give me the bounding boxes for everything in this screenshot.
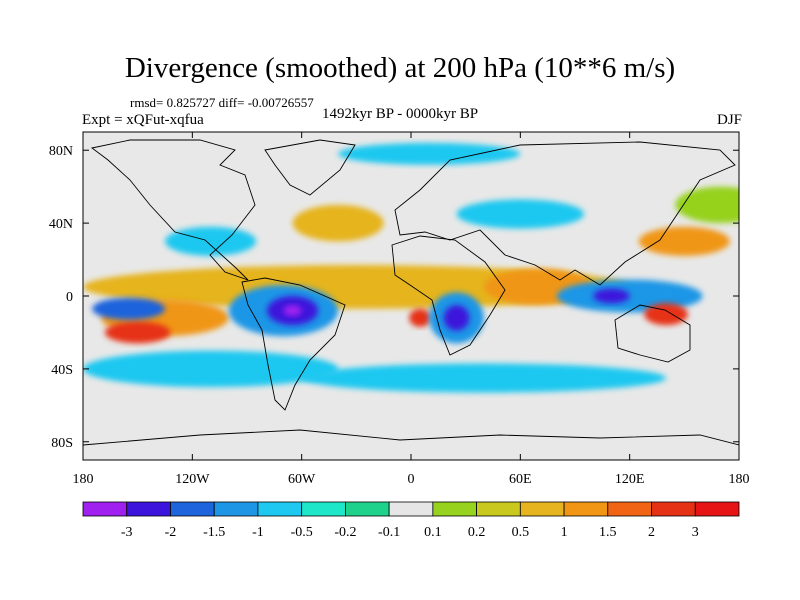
field-west-pacific-red — [644, 303, 688, 326]
field-asia-cyan — [456, 199, 585, 229]
y-tick-label: 0 — [66, 290, 73, 305]
colorbar-label: 1 — [561, 525, 568, 540]
field-north-pacific-orange — [638, 226, 730, 256]
colorbar-label: 2 — [648, 525, 655, 540]
field-tropical-band-positive — [83, 265, 630, 309]
colorbar: -3 -2 -1.5 -1 -0.5 -0.2 -0.1 0.1 0.2 0.5 1 1.5 2 3 — [82, 501, 740, 540]
axis-ticks — [82, 132, 740, 460]
coastline-australia — [614, 304, 691, 363]
colorbar-swatch — [519, 501, 565, 517]
y-tick-label: 40S — [51, 363, 73, 378]
coastline-north-america — [90, 139, 256, 281]
field-east-pacific-core — [92, 297, 165, 320]
colorbar-label: -1.5 — [203, 525, 225, 540]
coastline-antarctica — [83, 429, 739, 446]
x-tick-label: 60E — [509, 472, 532, 487]
x-tick-label: 60W — [288, 472, 316, 487]
colorbar-swatch — [607, 501, 652, 517]
x-tick-label: 180 — [73, 472, 94, 487]
x-tick-label: 120W — [175, 472, 210, 487]
x-tick-label: 0 — [408, 472, 415, 487]
colorbar-label: 3 — [692, 525, 699, 540]
colorbar-label: -1 — [252, 525, 264, 540]
field-south-pacific-band — [83, 350, 339, 388]
field-africa-core — [443, 305, 470, 331]
colorbar-swatch — [563, 501, 609, 517]
colorbar-swatch — [344, 501, 390, 517]
coastline-africa — [391, 235, 506, 356]
field-north-pacific-green — [675, 186, 739, 224]
field-maritime-core — [593, 288, 630, 304]
colorbar-swatch — [388, 501, 434, 517]
colorbar-swatch — [301, 501, 346, 517]
colorbar-swatch — [82, 501, 128, 517]
coastlines — [83, 139, 739, 446]
field-sam-purple — [283, 305, 302, 317]
colorbar-label: 0.5 — [512, 525, 530, 540]
axis-tick-labels: 180 120W 60W 0 60E 120E 180 80N 40N 0 40S 80S — [49, 144, 750, 487]
stats-line: rmsd= 0.825727 diff= -0.00726557 — [130, 95, 314, 110]
colorbar-label: -0.2 — [334, 525, 356, 540]
colorbar-swatch — [432, 501, 478, 517]
colorbar-swatch — [257, 501, 303, 517]
colorbar-swatch — [694, 501, 740, 517]
y-tick-label: 80N — [49, 144, 73, 159]
season-label: DJF — [716, 112, 742, 128]
x-tick-label: 120E — [615, 472, 645, 487]
colorbar-swatch — [651, 501, 696, 517]
colorbar-swatch — [126, 501, 171, 517]
coastline-south-america — [241, 277, 346, 411]
colorbar-swatch — [170, 501, 215, 517]
field-arctic-cyan — [338, 142, 521, 165]
field-north-atlantic-orange — [292, 204, 384, 242]
field-atlantic-red — [409, 308, 432, 327]
field-pacific-red — [104, 321, 171, 344]
y-tick-label: 40N — [49, 217, 73, 232]
period-label: 1492kyr BP - 0000kyr BP — [322, 106, 479, 122]
colorbar-label: 1.5 — [599, 525, 617, 540]
colorbar-label: 0.1 — [424, 525, 442, 540]
coastline-eurasia — [394, 141, 736, 286]
colorbar-swatch — [213, 501, 259, 517]
coastline-greenland — [264, 139, 356, 196]
colorbar-label: -0.1 — [378, 525, 400, 540]
colorbar-label: 0.2 — [468, 525, 486, 540]
colorbar-label: -2 — [165, 525, 177, 540]
colorbar-label: -3 — [121, 525, 133, 540]
experiment-label: Expt = xQFut-xqfua — [82, 112, 204, 128]
contour-fields — [83, 142, 739, 393]
y-tick-label: 80S — [51, 436, 73, 451]
map-title: Divergence (smoothed) at 200 hPa (10**6 … — [124, 52, 676, 84]
field-southern-ocean-band — [301, 363, 667, 393]
field-us-cyan — [165, 226, 257, 256]
x-tick-label: 180 — [729, 472, 750, 487]
colorbar-label: -0.5 — [291, 525, 313, 540]
colorbar-swatch — [476, 501, 521, 517]
